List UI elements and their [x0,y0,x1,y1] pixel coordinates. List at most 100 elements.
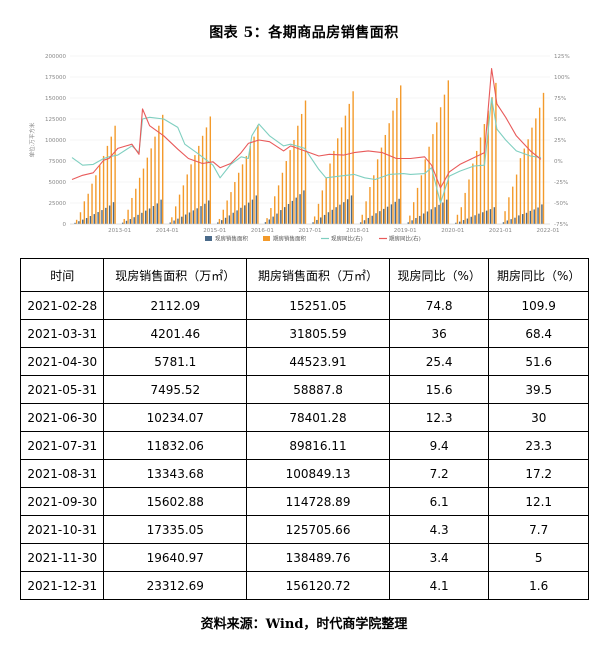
x-tick-label: 2021-01 [489,228,512,234]
bar-futures-area [178,194,181,224]
table-row: 2021-08-31 13343.68 100849.13 7.2 17.2 [19,459,589,488]
bar-spot-area [272,216,274,224]
table-cell: 11832.06 [103,431,248,460]
bar-spot-area [339,204,341,224]
bar-futures-area [102,155,105,224]
header-futures-yoy: 期房同比（%） [488,258,589,292]
legend-spot-area-label: 现房销售面积 [215,235,249,243]
bar-spot-area [331,209,333,224]
bar-futures-area [373,175,375,224]
bar-futures-area [190,164,192,224]
bar-futures-area [158,125,160,224]
table-cell: 2021-02-28 [19,291,105,320]
bar-futures-area [483,124,486,224]
chart-area: 0 -75% 25000 -50% 50000 -25% 75000 0% 100000 25% 1… [20,48,590,253]
bar-futures-area [245,155,248,224]
bar-spot-area [196,208,198,224]
bar-spot-area [160,199,162,224]
bar-futures-area [209,116,212,224]
bar-spot-area [533,209,535,224]
table-cell: 78401.28 [246,403,390,432]
table-cell: 15602.88 [103,487,248,516]
bar-spot-area [434,207,436,224]
bar-spot-area [255,195,258,224]
bar-futures-area [274,196,276,224]
table-cell: 30 [488,403,589,432]
table-cell: 138489.76 [246,543,390,572]
y-right-tick-label: 100% [554,75,570,81]
bar-futures-area [127,209,129,224]
table-cell: 2021-12-31 [19,571,105,600]
table-cell: 36 [388,319,490,348]
bar-futures-area [396,98,398,224]
bar-futures-area [428,146,430,224]
table-cell: 156120.72 [246,571,390,600]
bar-futures-area [412,202,415,224]
table-cell: 5781.1 [103,347,248,376]
table-cell: 6.1 [388,487,490,516]
bar-futures-area [337,138,339,224]
bar-spot-area [152,206,155,224]
bar-futures-area [205,127,208,224]
table-row: 2021-09-30 15602.88 114728.89 6.1 12.1 [19,487,589,516]
bar-futures-area [150,148,152,224]
header-spot-area: 现房销售面积（万㎡） [103,258,248,292]
bar-futures-area [365,201,367,224]
table-cell: 2021-08-31 [19,459,105,488]
table-cell: 2021-10-31 [19,515,105,544]
x-tick-label: 2022-01 [537,228,560,234]
bar-spot-area [383,208,385,224]
table-cell: 2021-05-31 [19,375,105,404]
bar-spot-area [192,210,195,224]
bar-spot-area [121,222,124,224]
bar-spot-area [200,206,202,224]
table-cell: 2021-06-30 [19,403,105,432]
bar-spot-area [343,202,345,224]
bar-spot-area [521,214,524,224]
bar-spot-area [264,222,267,224]
bar-futures-area [504,211,506,224]
bar-spot-area [438,204,440,224]
y-left-axis-label: 单位:万平方米 [28,122,36,157]
bar-futures-area [83,201,86,224]
bar-futures-area [91,183,93,224]
bar-futures-area [171,217,173,224]
table-cell: 39.5 [488,375,589,404]
bar-futures-area [277,185,280,224]
bar-futures-area [230,192,232,224]
bar-futures-area [400,85,402,225]
line-futures-yoy [71,68,542,189]
bar-spot-area [236,210,238,224]
table-cell: 23312.69 [103,571,248,600]
bar-futures-area [201,135,204,224]
bar-futures-area [439,107,442,224]
table-row: 2021-05-31 7495.52 58887.8 15.6 39.5 [19,375,589,404]
y-left-tick-label: 25000 [49,201,67,207]
figure-title: 图表 5：各期商品房销售面积 [209,25,399,41]
bar-futures-area [114,125,116,224]
bar-spot-area [220,220,223,224]
bar-spot-area [489,209,492,224]
bar-spot-area [247,202,250,224]
bar-spot-area [97,212,99,224]
bar-spot-area [148,208,151,224]
bar-spot-area [502,222,505,224]
table-cell: 17.2 [488,459,589,488]
bar-spot-area [466,218,469,224]
bar-spot-area [145,210,147,224]
bar-spot-area [228,215,231,224]
bar-futures-area [392,110,394,224]
y-left-tick-label: 125000 [45,117,66,123]
bar-futures-area [142,168,145,224]
bar-spot-area [188,212,191,224]
bar-futures-area [285,161,287,224]
y-left-tick-label: 175000 [45,75,66,81]
bar-spot-area [422,213,425,224]
bar-spot-area [407,222,409,224]
bar-spot-area [363,220,366,224]
bar-spot-area [208,200,210,224]
x-tick-label: 2019-01 [394,228,417,234]
table-cell: 58887.8 [246,375,390,404]
bar-spot-area [78,221,80,224]
legend-spot-yoy-label: 现房同比(右) [331,235,363,243]
